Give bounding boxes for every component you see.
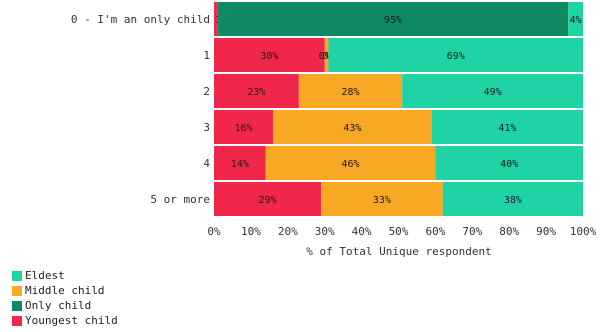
bar-middle-child-3 bbox=[273, 110, 432, 144]
data-label-youngest-child-2: 23% bbox=[247, 87, 265, 98]
bar-youngest-child-5 bbox=[214, 182, 322, 216]
x-tick-label-1: 10% bbox=[241, 225, 261, 238]
x-tick-label-3: 30% bbox=[315, 225, 335, 238]
bar-only-child-0 bbox=[217, 2, 569, 36]
data-label-middle-child-2: 28% bbox=[341, 87, 359, 98]
category-label-1: 1 bbox=[203, 49, 210, 62]
bar-eldest-4 bbox=[435, 146, 583, 180]
legend-swatch-middle-child bbox=[12, 285, 22, 296]
bar-youngest-child-1 bbox=[214, 38, 325, 72]
data-label-only-child-0: 95% bbox=[384, 15, 402, 26]
bar-middle-child-2 bbox=[298, 74, 403, 108]
data-label-youngest-child-3: 16% bbox=[234, 123, 252, 134]
data-label-eldest-5: 38% bbox=[504, 195, 522, 206]
data-label-middle-child-5: 33% bbox=[373, 195, 391, 206]
legend-item-eldest: Eldest bbox=[12, 268, 118, 283]
bar-eldest-0 bbox=[568, 2, 583, 36]
bar-youngest-child-3 bbox=[214, 110, 274, 144]
bar-area: 1%95%4%30%0%0%69%23%28%49%16%43%41%14%46… bbox=[214, 2, 583, 216]
data-label-middle-child-1: 0% bbox=[319, 51, 331, 62]
x-axis-ticks: 0% 10% 20% 30% 40% 50% 60% 70% 80% 90% 100% bbox=[207, 225, 596, 238]
category-label-4: 4 bbox=[203, 157, 210, 170]
category-labels: 0 - I'm an only child 1 2 3 4 5 or more bbox=[71, 13, 210, 206]
x-tick-label-9: 90% bbox=[536, 225, 556, 238]
x-tick-label-4: 40% bbox=[352, 225, 372, 238]
data-label-eldest-2: 49% bbox=[484, 87, 502, 98]
bar-youngest-child-2 bbox=[214, 74, 299, 108]
x-axis-label: % of Total Unique respondent bbox=[306, 245, 491, 258]
legend-swatch-only-child bbox=[12, 300, 22, 311]
x-tick-label-7: 70% bbox=[462, 225, 482, 238]
x-tick-label-8: 80% bbox=[499, 225, 519, 238]
legend-label-youngest-child: Youngest child bbox=[25, 314, 118, 327]
data-label-youngest-child-4: 14% bbox=[231, 159, 249, 170]
legend-label-middle-child: Middle child bbox=[25, 284, 105, 297]
bar-eldest-5 bbox=[442, 182, 583, 216]
legend-item-youngest-child: Youngest child bbox=[12, 313, 118, 328]
data-label-eldest-0: 4% bbox=[570, 15, 582, 26]
legend-label-only-child: Only child bbox=[25, 299, 92, 312]
category-label-3: 3 bbox=[203, 121, 210, 134]
category-label-0: 0 - I'm an only child bbox=[71, 13, 210, 26]
legend-item-middle-child: Middle child bbox=[12, 283, 118, 298]
data-label-eldest-1: 69% bbox=[447, 51, 465, 62]
stacked-bar-chart: 1%95%4%30%0%0%69%23%28%49%16%43%41%14%46… bbox=[71, 2, 597, 258]
legend-label-eldest: Eldest bbox=[25, 269, 65, 282]
bar-middle-child-1 bbox=[324, 38, 329, 72]
data-label-eldest-3: 41% bbox=[498, 123, 516, 134]
x-tick-label-6: 60% bbox=[425, 225, 445, 238]
x-tick-label-2: 20% bbox=[278, 225, 298, 238]
legend-swatch-youngest-child bbox=[12, 315, 22, 326]
data-label-youngest-child-1: 30% bbox=[260, 51, 278, 62]
x-tick-label-0: 0% bbox=[207, 225, 221, 238]
bar-youngest-child-0 bbox=[214, 2, 218, 36]
bar-middle-child-4 bbox=[265, 146, 436, 180]
legend: Eldest Middle child Only child Youngest … bbox=[12, 268, 118, 328]
bar-middle-child-5 bbox=[321, 182, 443, 216]
bar-eldest-1 bbox=[328, 38, 583, 72]
data-label-youngest-child-5: 29% bbox=[258, 195, 276, 206]
legend-item-only-child: Only child bbox=[12, 298, 118, 313]
data-label-middle-child-3: 43% bbox=[343, 123, 361, 134]
category-label-2: 2 bbox=[203, 85, 210, 98]
bar-eldest-3 bbox=[431, 110, 583, 144]
bar-youngest-child-4 bbox=[214, 146, 266, 180]
x-tick-label-10: 100% bbox=[570, 225, 597, 238]
legend-swatch-eldest bbox=[12, 270, 22, 281]
category-label-5: 5 or more bbox=[150, 193, 210, 206]
x-tick-label-5: 50% bbox=[389, 225, 409, 238]
bar-eldest-2 bbox=[402, 74, 583, 108]
data-label-eldest-4: 40% bbox=[500, 159, 518, 170]
data-label-middle-child-4: 46% bbox=[341, 159, 359, 170]
